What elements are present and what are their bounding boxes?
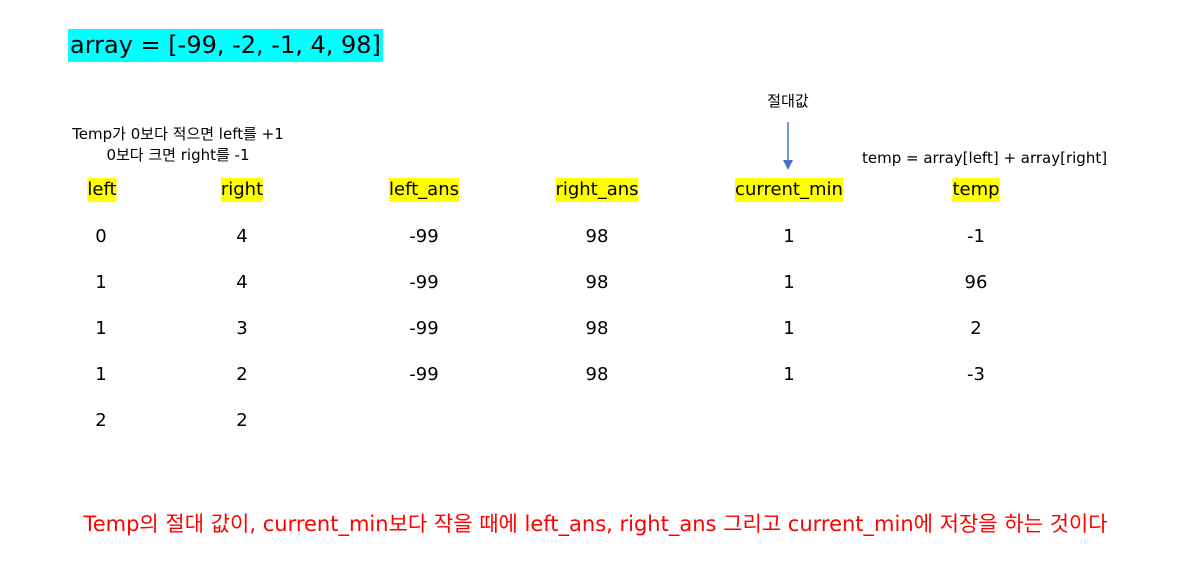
cell-current-min: 1 xyxy=(783,226,795,247)
cell-left-ans: -99 xyxy=(409,272,439,293)
cell-right: 2 xyxy=(236,410,248,431)
cell-current-min: 1 xyxy=(783,364,795,385)
header-left: left xyxy=(87,178,117,202)
pointer-rule-note: Temp가 0보다 적으면 left를 +1 0보다 크면 right를 -1 xyxy=(48,124,308,166)
down-arrow-icon xyxy=(783,122,793,170)
cell-right: 4 xyxy=(236,272,248,293)
temp-formula: temp = array[left] + array[right] xyxy=(862,149,1108,167)
cell-left: 1 xyxy=(95,272,107,293)
cell-right: 4 xyxy=(236,226,248,247)
cell-right-ans: 98 xyxy=(585,226,609,247)
cell-right-ans: 98 xyxy=(585,272,609,293)
cell-temp: 2 xyxy=(970,318,982,339)
pointer-rule-line-2: 0보다 크면 right를 -1 xyxy=(106,146,250,164)
header-right: right xyxy=(220,178,264,202)
cell-left-ans: -99 xyxy=(409,226,439,247)
cell-right: 3 xyxy=(236,318,248,339)
absolute-value-label: 절대값 xyxy=(767,92,809,110)
cell-temp: 96 xyxy=(964,272,988,293)
cell-current-min: 1 xyxy=(783,272,795,293)
header-current-min: current_min xyxy=(735,178,843,202)
cell-left-ans: -99 xyxy=(409,318,439,339)
cell-current-min: 1 xyxy=(783,318,795,339)
cell-left: 2 xyxy=(95,410,107,431)
cell-right-ans: 98 xyxy=(585,318,609,339)
header-right-ans: right_ans xyxy=(555,178,639,202)
pointer-rule-line-1: Temp가 0보다 적으면 left를 +1 xyxy=(72,125,284,143)
header-left-ans: left_ans xyxy=(389,178,459,202)
cell-temp: -3 xyxy=(967,364,985,385)
array-label: array = [-99, -2, -1, 4, 98] xyxy=(68,29,383,62)
cell-left-ans: -99 xyxy=(409,364,439,385)
cell-temp: -1 xyxy=(967,226,985,247)
cell-right: 2 xyxy=(236,364,248,385)
explanation-note: Temp의 절대 값이, current_min보다 작을 때에 left_an… xyxy=(83,512,1108,536)
cell-left: 1 xyxy=(95,318,107,339)
header-temp: temp xyxy=(952,178,1000,202)
cell-left: 1 xyxy=(95,364,107,385)
cell-right-ans: 98 xyxy=(585,364,609,385)
cell-left: 0 xyxy=(95,226,107,247)
